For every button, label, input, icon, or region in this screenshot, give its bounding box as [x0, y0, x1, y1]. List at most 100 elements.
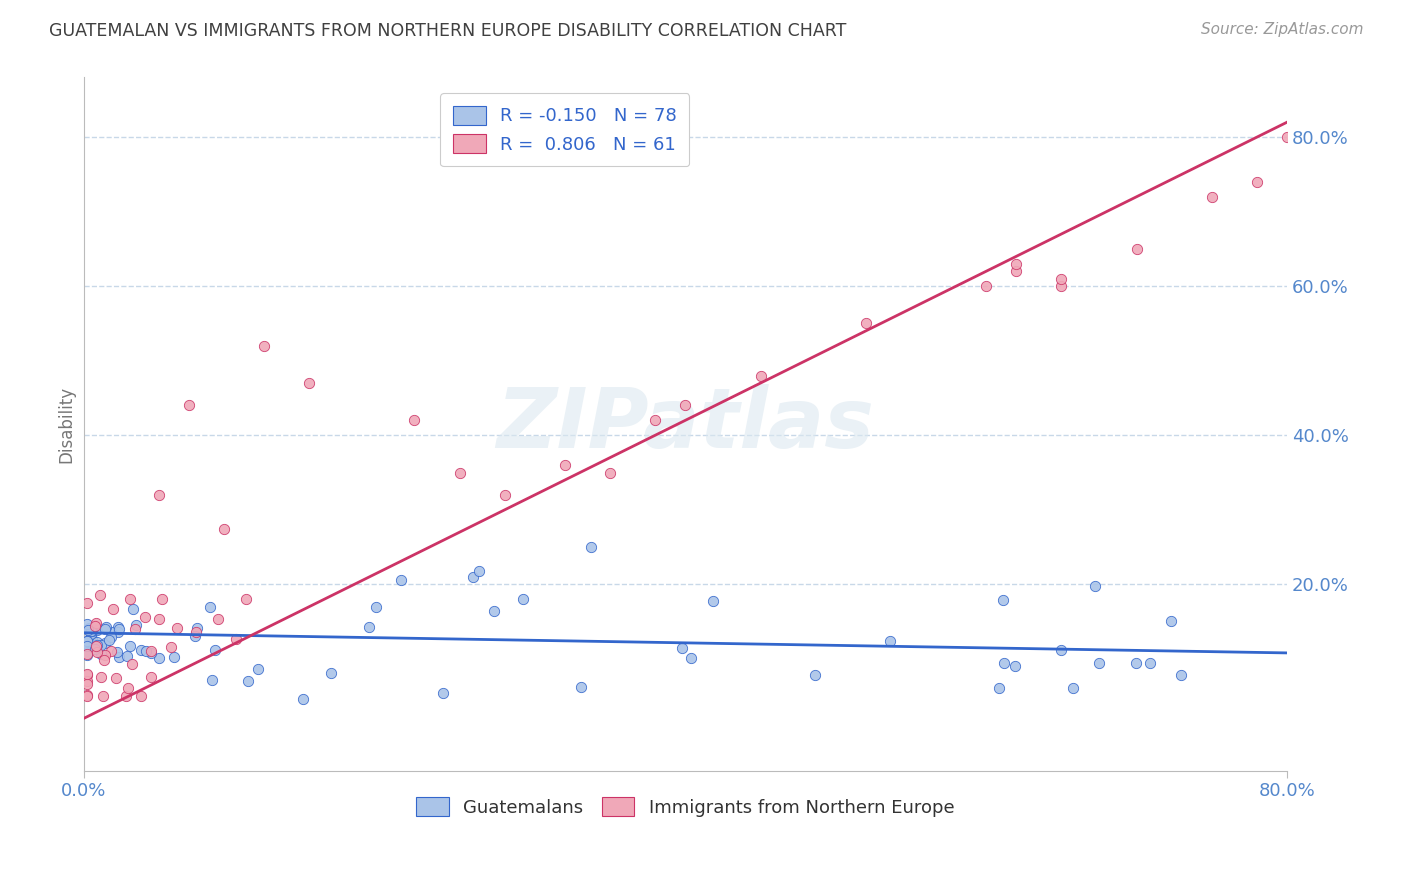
Point [141, 670, 163, 684]
Point [1050, 279, 1073, 293]
Point [94, 635, 117, 649]
Point [298, 376, 321, 390]
Point [76, 647, 98, 661]
Point [84, 616, 107, 631]
Point [1201, 190, 1223, 204]
Text: GUATEMALAN VS IMMIGRANTS FROM NORTHERN EUROPE DISABILITY CORRELATION CHART: GUATEMALAN VS IMMIGRANTS FROM NORTHERN E… [49, 22, 846, 40]
Point [76, 596, 98, 610]
Point [86, 635, 108, 649]
Point [1088, 656, 1111, 670]
Point [108, 650, 131, 665]
Point [201, 673, 224, 687]
Point [76, 677, 98, 691]
Point [86, 640, 108, 655]
Point [993, 592, 1015, 607]
Point [166, 621, 188, 635]
Point [599, 466, 621, 480]
Point [80, 624, 103, 638]
Point [96, 620, 118, 634]
Point [76, 634, 98, 648]
Point [494, 488, 516, 502]
Point [200, 599, 222, 614]
Point [76, 648, 98, 663]
Point [468, 564, 491, 578]
Point [91, 689, 114, 703]
Point [204, 643, 226, 657]
Point [150, 592, 173, 607]
Point [512, 591, 534, 606]
Point [364, 600, 387, 615]
Point [148, 612, 170, 626]
Point [93, 653, 115, 667]
Point [117, 681, 139, 695]
Point [879, 634, 901, 648]
Point [118, 591, 141, 606]
Point [673, 399, 696, 413]
Point [207, 612, 229, 626]
Point [105, 645, 128, 659]
Point [581, 541, 603, 555]
Point [1005, 264, 1028, 278]
Point [76, 689, 98, 703]
Point [1275, 130, 1298, 145]
Point [292, 692, 315, 706]
Point [644, 413, 666, 427]
Point [148, 488, 170, 502]
Point [160, 640, 183, 655]
Point [389, 574, 412, 588]
Point [236, 674, 259, 689]
Point [104, 671, 127, 685]
Point [449, 466, 471, 480]
Point [76, 667, 98, 681]
Point [1170, 668, 1192, 682]
Point [83, 642, 105, 657]
Point [83, 619, 105, 633]
Point [212, 522, 235, 536]
Point [569, 680, 592, 694]
Point [235, 591, 257, 606]
Point [76, 644, 98, 658]
Point [107, 623, 129, 637]
Point [186, 624, 208, 639]
Point [131, 643, 153, 657]
Point [100, 644, 122, 658]
Point [1084, 579, 1107, 593]
Point [76, 689, 98, 703]
Point [79, 631, 101, 645]
Point [1246, 175, 1268, 189]
Point [461, 570, 484, 584]
Point [134, 609, 156, 624]
Point [90, 638, 112, 652]
Point [671, 640, 693, 655]
Point [1139, 657, 1161, 671]
Text: ZIPatlas: ZIPatlas [496, 384, 875, 465]
Point [79, 624, 101, 638]
Point [76, 634, 98, 648]
Point [76, 639, 98, 653]
Point [988, 681, 1011, 695]
Point [135, 643, 157, 657]
Point [122, 602, 145, 616]
Point [107, 624, 129, 639]
Point [177, 399, 200, 413]
Y-axis label: Disability: Disability [58, 385, 75, 463]
Point [1125, 242, 1147, 256]
Point [77, 621, 100, 635]
Point [100, 624, 122, 639]
Point [1160, 614, 1182, 628]
Point [90, 670, 112, 684]
Point [80, 624, 103, 638]
Point [77, 623, 100, 637]
Point [76, 616, 98, 631]
Point [86, 638, 108, 652]
Point [94, 622, 117, 636]
Point [163, 650, 186, 665]
Point [93, 648, 115, 663]
Point [76, 668, 98, 682]
Point [253, 339, 276, 353]
Point [86, 645, 108, 659]
Point [115, 689, 138, 703]
Point [76, 673, 98, 688]
Point [148, 651, 170, 665]
Point [803, 668, 825, 682]
